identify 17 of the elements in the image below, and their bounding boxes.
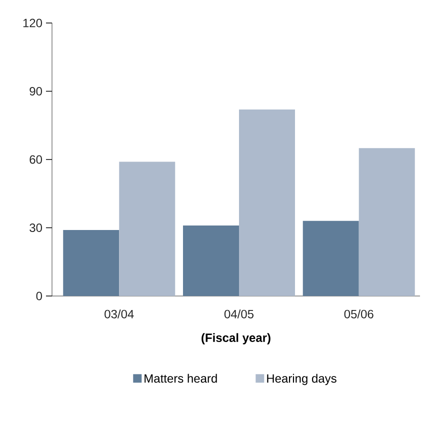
legend-label: Hearing days bbox=[267, 374, 336, 386]
bar bbox=[63, 230, 120, 296]
x-tick-label: 05/06 bbox=[344, 310, 374, 318]
bar bbox=[302, 220, 359, 296]
bar bbox=[358, 148, 415, 296]
bar bbox=[239, 109, 295, 296]
y-tick-label: 0 bbox=[36, 292, 42, 300]
x-tick-label: 03/04 bbox=[104, 310, 134, 318]
legend-label: Matters heard bbox=[144, 374, 217, 383]
y-tick-label: 90 bbox=[30, 87, 42, 96]
y-tick-label: 60 bbox=[30, 155, 42, 164]
y-tick-label: 30 bbox=[30, 224, 42, 232]
x-axis-title: (Fiscal year) bbox=[202, 333, 270, 344]
x-tick-label: 04/05 bbox=[224, 310, 254, 318]
bar bbox=[182, 225, 239, 296]
y-tick-label: 120 bbox=[23, 18, 42, 28]
bar bbox=[119, 162, 176, 296]
